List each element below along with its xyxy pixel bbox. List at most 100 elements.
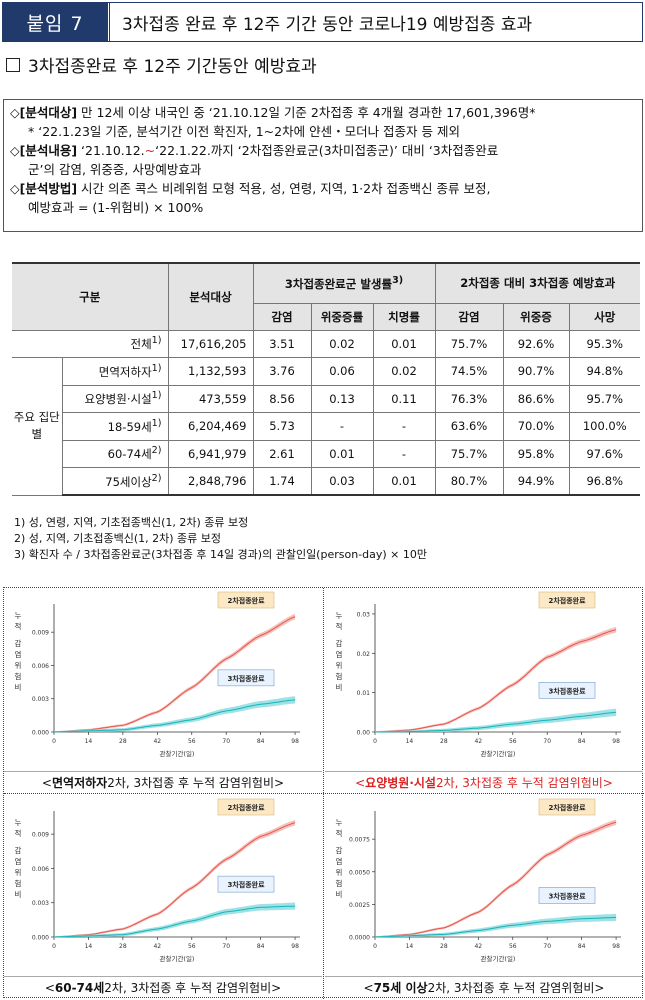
table-row: 전체1) 17,616,205 3.51 0.02 0.01 75.7% 92.… <box>12 329 640 358</box>
info-footnote: * ‘22.1.23일 기준, 분석기간 이전 확진자, 1~2차에 얀센・모더… <box>28 124 460 139</box>
x-tick-label: 84 <box>578 943 586 950</box>
legend-3rd-label: 3차접종완료 <box>227 880 265 889</box>
appendix-tag: 붙임 7 <box>3 3 107 41</box>
y-tick-label: 0.009 <box>32 832 49 839</box>
info-formula: 예방효과 = (1-위험비) × 100% <box>28 200 204 215</box>
y-axis-label-char: 염 <box>336 650 343 659</box>
legend-3rd: 3차접종완료 <box>538 682 596 699</box>
subheader: 사망 <box>568 302 640 331</box>
y-tick-label: 0.000 <box>32 730 49 737</box>
y-axis-label-char: 적 <box>336 828 343 838</box>
y-axis-label-char: 염 <box>336 857 343 866</box>
series-band-3rd <box>375 913 617 937</box>
legend-2nd-box <box>538 591 596 609</box>
y-tick-label: 0.0075 <box>349 837 370 844</box>
y-tick-label: 0.003 <box>32 900 49 907</box>
cell: 75.7% <box>434 329 504 358</box>
legend-3rd: 3차접종완료 <box>538 887 596 904</box>
info-text: 만 12세 이상 내국인 중 ‘21.10.12일 기준 2차접종 후 4개월 … <box>77 105 536 120</box>
cell: 0.06 <box>310 357 374 386</box>
series-line-2nd <box>374 821 617 938</box>
cell: 3.51 <box>252 329 312 358</box>
legend-2nd: 2차접종완료 <box>538 798 596 816</box>
legend-3rd: 3차접종완료 <box>217 669 275 687</box>
legend-2nd: 2차접종완료 <box>217 798 275 816</box>
y-tick-label: 0.02 <box>357 651 371 658</box>
y-axis-label-char: 험 <box>336 672 343 681</box>
header-group: 구분 <box>12 262 169 331</box>
cell: 0.01 <box>372 467 436 496</box>
info-text-cont: 군’의 감염, 위중증, 사망예방효과 <box>28 162 202 177</box>
x-tick-label: 28 <box>119 943 127 950</box>
divider <box>4 793 644 794</box>
note-line: 1) 성, 연령, 지역, 기초접종백신(1, 2차) 종류 보정 <box>14 516 249 529</box>
x-tick-label: 84 <box>257 943 265 950</box>
x-tick-label: 0 <box>52 943 56 950</box>
cell-subjects: 1,132,593 <box>167 357 254 386</box>
cell: 80.7% <box>434 467 504 496</box>
subheader: 감염 <box>252 302 312 331</box>
y-tick-label: 0.00 <box>357 730 371 737</box>
series-band-2nd <box>375 626 617 732</box>
row-label: 전체1) <box>12 329 169 358</box>
chart-caption: <75세 이상 2차, 3차접종 후 누적 감염위험비> <box>325 976 643 998</box>
x-tick-label: 98 <box>291 943 299 950</box>
y-axis-label-char: 위 <box>15 868 22 877</box>
x-tick-label: 70 <box>543 943 551 950</box>
x-tick-label: 56 <box>188 943 196 950</box>
chart-caption: < 요양병원·시설 2차, 3차접종 후 누적 감염위험비> <box>325 771 643 793</box>
cell: 74.5% <box>434 357 504 386</box>
cell: - <box>310 412 374 441</box>
x-axis-label: 관찰기간(일) <box>481 749 516 758</box>
cell: 95.8% <box>502 439 570 468</box>
cell: 0.11 <box>372 384 436 413</box>
info-line-target: ◇[분석대상] 만 12세 이상 내국인 중 ‘21.10.12일 기준 2차접… <box>10 103 636 122</box>
header-subjects: 분석대상 <box>167 262 254 331</box>
analysis-info-box: ◇[분석대상] 만 12세 이상 내국인 중 ‘21.10.12일 기준 2차접… <box>3 99 643 232</box>
y-tick-label: 0.006 <box>32 866 49 873</box>
cell: 0.02 <box>372 357 436 386</box>
cell: 70.0% <box>502 412 570 441</box>
series-band-3rd <box>375 708 617 732</box>
page-title: 3차접종 완료 후 12주 기간 동안 코로나19 예방접종 효과 <box>107 3 642 41</box>
x-axis-label: 관찰기간(일) <box>160 749 195 758</box>
y-axis-label-char: 험 <box>15 879 22 888</box>
effect-table: 구분 분석대상 3차접종완료군 발생률3) 2차접종 대비 3차접종 예방효과 … <box>12 262 640 496</box>
info-tilde: ~ <box>144 143 156 158</box>
chart-panel-75plus: 0.0000 0.0025 0.0050 0.0075 0 14 28 42 56 70 84 98 관… <box>325 795 643 999</box>
cell: 97.6% <box>568 439 640 468</box>
table-row: 주요 집단별 면역저하자1) 1,132,593 3.76 0.06 0.02 … <box>12 357 640 496</box>
subheader: 감염 <box>434 302 504 331</box>
cell: 95.3% <box>568 329 640 358</box>
legend-3rd-box <box>538 887 596 904</box>
y-tick-label: 0.03 <box>357 611 371 618</box>
cell: 76.3% <box>434 384 504 413</box>
y-tick-label: 0.01 <box>357 690 371 697</box>
y-tick-label: 0.009 <box>32 630 49 637</box>
y-axis-label-char: 누 <box>15 611 22 620</box>
series-line-3rd <box>53 905 296 938</box>
x-tick-label: 28 <box>440 943 448 950</box>
legend-2nd-label: 2차접종완료 <box>227 803 265 812</box>
x-tick-label: 84 <box>257 738 265 745</box>
row-label: 60-74세2) <box>61 439 169 468</box>
x-tick-label: 98 <box>291 738 299 745</box>
y-axis-label-char: 누 <box>336 611 343 620</box>
y-axis-label-char: 비 <box>336 683 343 692</box>
cell: - <box>372 439 436 468</box>
x-tick-label: 14 <box>406 943 414 950</box>
x-tick-label: 14 <box>85 943 93 950</box>
y-axis-label-char: 적 <box>15 621 22 631</box>
cell: 96.8% <box>568 467 640 496</box>
y-tick-label: 0.003 <box>32 696 49 703</box>
cell: 100.0% <box>568 412 640 441</box>
legend-3rd-box <box>538 682 596 699</box>
info-line-content: ◇[분석내용] ‘21.10.12.~‘22.1.22.까지 ‘2차접종완료군(… <box>10 141 636 160</box>
diamond-icon: ◇ <box>10 181 20 196</box>
cell-subjects: 6,204,469 <box>167 412 254 441</box>
x-tick-label: 70 <box>222 943 230 950</box>
header-effect: 2차접종 대비 3차접종 예방효과 <box>434 262 640 304</box>
x-tick-label: 0 <box>373 738 377 745</box>
info-line-method: ◇[분석방법] 시간 의존 콕스 비례위험 모형 적용, 성, 연령, 지역, … <box>10 179 636 198</box>
cell: 95.7% <box>568 384 640 413</box>
